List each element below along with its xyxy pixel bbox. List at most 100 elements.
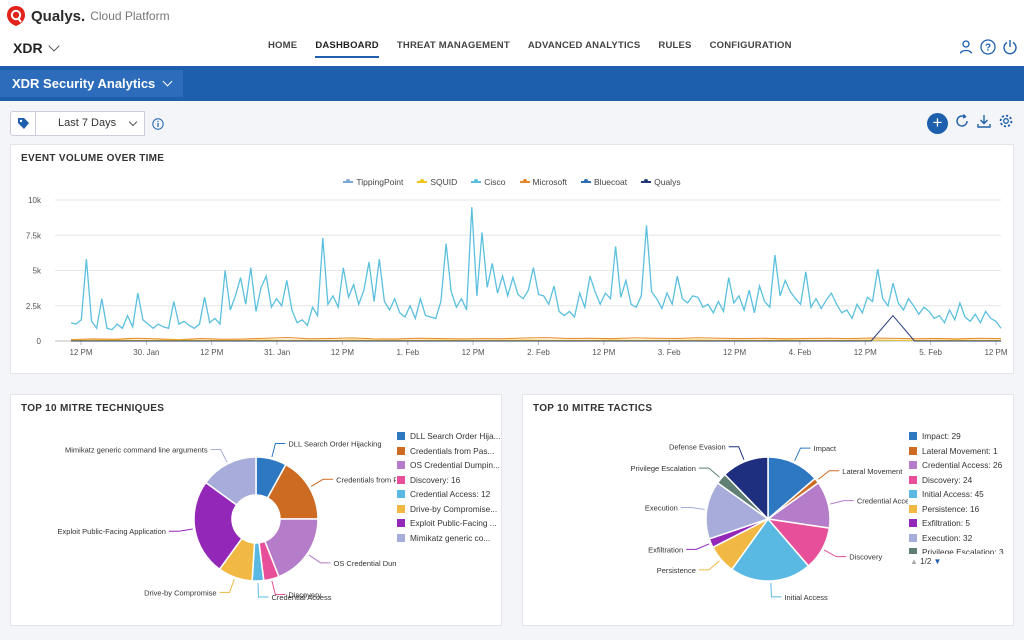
connector-line: [698, 560, 720, 571]
nav-tab-dashboard[interactable]: DASHBOARD: [315, 32, 379, 66]
nav-tab-configuration[interactable]: CONFIGURATION: [709, 40, 792, 51]
tag-icon: [17, 118, 29, 129]
legend-item[interactable]: Discovery: 24: [909, 473, 1013, 488]
slice-label: Discovery: [288, 591, 321, 600]
user-icon[interactable]: [958, 39, 974, 55]
x-tick-label: 12 PM: [592, 348, 615, 357]
connector-line: [310, 478, 334, 487]
pie-slice[interactable]: [204, 456, 257, 506]
svg-text:?: ?: [985, 43, 991, 54]
dashboard-title: XDR Security Analytics: [12, 76, 156, 91]
brand-bar: Qualys. Cloud Platform: [0, 0, 1024, 32]
legend-label: Credential Access: 26: [922, 460, 1003, 471]
legend-item[interactable]: Qualys: [641, 177, 681, 187]
brand-product: Cloud Platform: [90, 9, 170, 23]
legend-item[interactable]: Privilege Escalation: 3: [909, 545, 1013, 554]
legend-swatch: [397, 432, 405, 441]
x-tick-label: 12 PM: [462, 348, 485, 357]
app-switcher[interactable]: XDR: [13, 40, 60, 56]
legend-label: Microsoft: [532, 177, 568, 187]
x-tick-label: 30. Jan: [133, 348, 159, 357]
series-line-cisco[interactable]: [70, 207, 1002, 331]
series-line-qualys[interactable]: [71, 314, 1001, 342]
qualys-logo-icon[interactable]: [6, 5, 26, 27]
legend-item[interactable]: Mimikatz generic co...: [397, 531, 501, 546]
help-icon[interactable]: ?: [980, 39, 996, 55]
legend-item[interactable]: Persistence: 16: [909, 502, 1013, 517]
legend-swatch: [909, 446, 917, 455]
legend-label: Bluecoat: [594, 177, 628, 187]
download-icon[interactable]: [976, 113, 992, 134]
add-widget-button[interactable]: +: [927, 113, 948, 134]
legend-item[interactable]: Credential Access: 12: [397, 487, 501, 502]
legend-item[interactable]: SQUID: [417, 177, 457, 187]
nav-icons: ?: [958, 39, 1018, 55]
dashboard-selector[interactable]: XDR Security Analytics: [0, 70, 184, 97]
legend-item[interactable]: Bluecoat: [581, 177, 627, 187]
pie-slice[interactable]: [767, 456, 817, 521]
pie-slice[interactable]: [723, 456, 769, 521]
pager-up-icon[interactable]: ▲: [910, 557, 918, 566]
legend-item[interactable]: Exploit Public-Facing ...: [397, 516, 501, 531]
connector-line: [686, 543, 710, 550]
legend-label: Mimikatz generic co...: [410, 532, 491, 543]
legend-item[interactable]: Impact: 29: [909, 429, 1013, 444]
panel-title: TOP 10 MITRE TACTICS: [533, 403, 653, 414]
nav-tabs: HOME DASHBOARD THREAT MANAGEMENT ADVANCED A…: [268, 32, 810, 66]
nav-tab-threat-management[interactable]: THREAT MANAGEMENT: [396, 40, 510, 51]
connector-line: [830, 500, 854, 505]
legend-label: Exploit Public-Facing ...: [410, 518, 497, 529]
legend-item[interactable]: Cisco: [471, 177, 506, 187]
legend-item[interactable]: Initial Access: 45: [909, 487, 1013, 502]
legend-label: Privilege Escalation: 3: [922, 547, 1004, 554]
legend-label: Lateral Movement: 1: [922, 445, 998, 456]
pie-slice[interactable]: [730, 517, 810, 582]
chart-legend: TippingPoint SQUID Cisco Microsoft Bluecoat Q…: [11, 177, 1013, 187]
pie-slice[interactable]: [705, 481, 770, 540]
info-icon[interactable]: [152, 117, 164, 130]
x-tick-label: 2. Feb: [527, 348, 550, 357]
tag-filter-button[interactable]: [10, 111, 36, 136]
legend-item[interactable]: OS Credential Dumpin...: [397, 458, 501, 473]
legend-item[interactable]: DLL Search Order Hija...: [397, 429, 501, 444]
techniques-legend: DLL Search Order Hija... Credentials from…: [397, 429, 501, 545]
legend-item[interactable]: Exfiltration: 5: [909, 516, 1013, 531]
connector-line: [823, 549, 847, 558]
mitre-techniques-pie: DLL Search Order Hijacking Credentials fr…: [58, 439, 396, 602]
legend-item[interactable]: Lateral Movement: 1: [909, 444, 1013, 459]
legend-label: Credentials from Pas...: [410, 445, 495, 456]
legend-item[interactable]: Execution: 32: [909, 531, 1013, 546]
legend-swatch: [909, 533, 917, 542]
refresh-icon[interactable]: [954, 113, 970, 134]
pie-slice[interactable]: [193, 481, 243, 571]
power-icon[interactable]: [1002, 39, 1018, 55]
legend-item[interactable]: Drive-by Compromise...: [397, 502, 501, 517]
x-tick-label: 12 PM: [723, 348, 746, 357]
legend-label: Persistence: 16: [922, 503, 980, 514]
date-range-select[interactable]: Last 7 Days: [36, 111, 145, 136]
nav-tab-rules[interactable]: RULES: [658, 40, 692, 51]
series-line-microsoft[interactable]: [70, 336, 1002, 341]
legend-item[interactable]: TippingPoint: [343, 177, 403, 187]
connector-line: [257, 582, 269, 598]
main-nav: XDR HOME DASHBOARD THREAT MANAGEMENT ADVANC…: [0, 32, 1024, 66]
slice-label: OS Credential Dumping: Security Account …: [334, 559, 396, 568]
pager-down-icon[interactable]: ▼: [933, 557, 942, 566]
legend-label: Discovery: 16: [410, 474, 461, 485]
legend-label: Credential Access: 12: [410, 489, 491, 500]
legend-swatch: [909, 490, 917, 499]
nav-tab-home[interactable]: HOME: [268, 40, 298, 51]
legend-item[interactable]: Credential Access: 26: [909, 458, 1013, 473]
slice-label: Defense Evasion: [669, 443, 726, 452]
x-tick-label: 31. Jan: [264, 348, 290, 357]
legend-item[interactable]: Discovery: 16: [397, 473, 501, 488]
nav-tab-advanced-analytics[interactable]: ADVANCED ANALYTICS: [527, 40, 641, 51]
legend-item[interactable]: Credentials from Pas...: [397, 444, 501, 459]
chevron-down-icon: [47, 40, 60, 52]
dashboard-actions: +: [927, 113, 1014, 134]
legend-item[interactable]: Microsoft: [519, 177, 568, 187]
connector-line: [168, 528, 193, 532]
settings-gear-icon[interactable]: [998, 113, 1014, 134]
slice-label: Lateral Movement: [842, 467, 903, 476]
